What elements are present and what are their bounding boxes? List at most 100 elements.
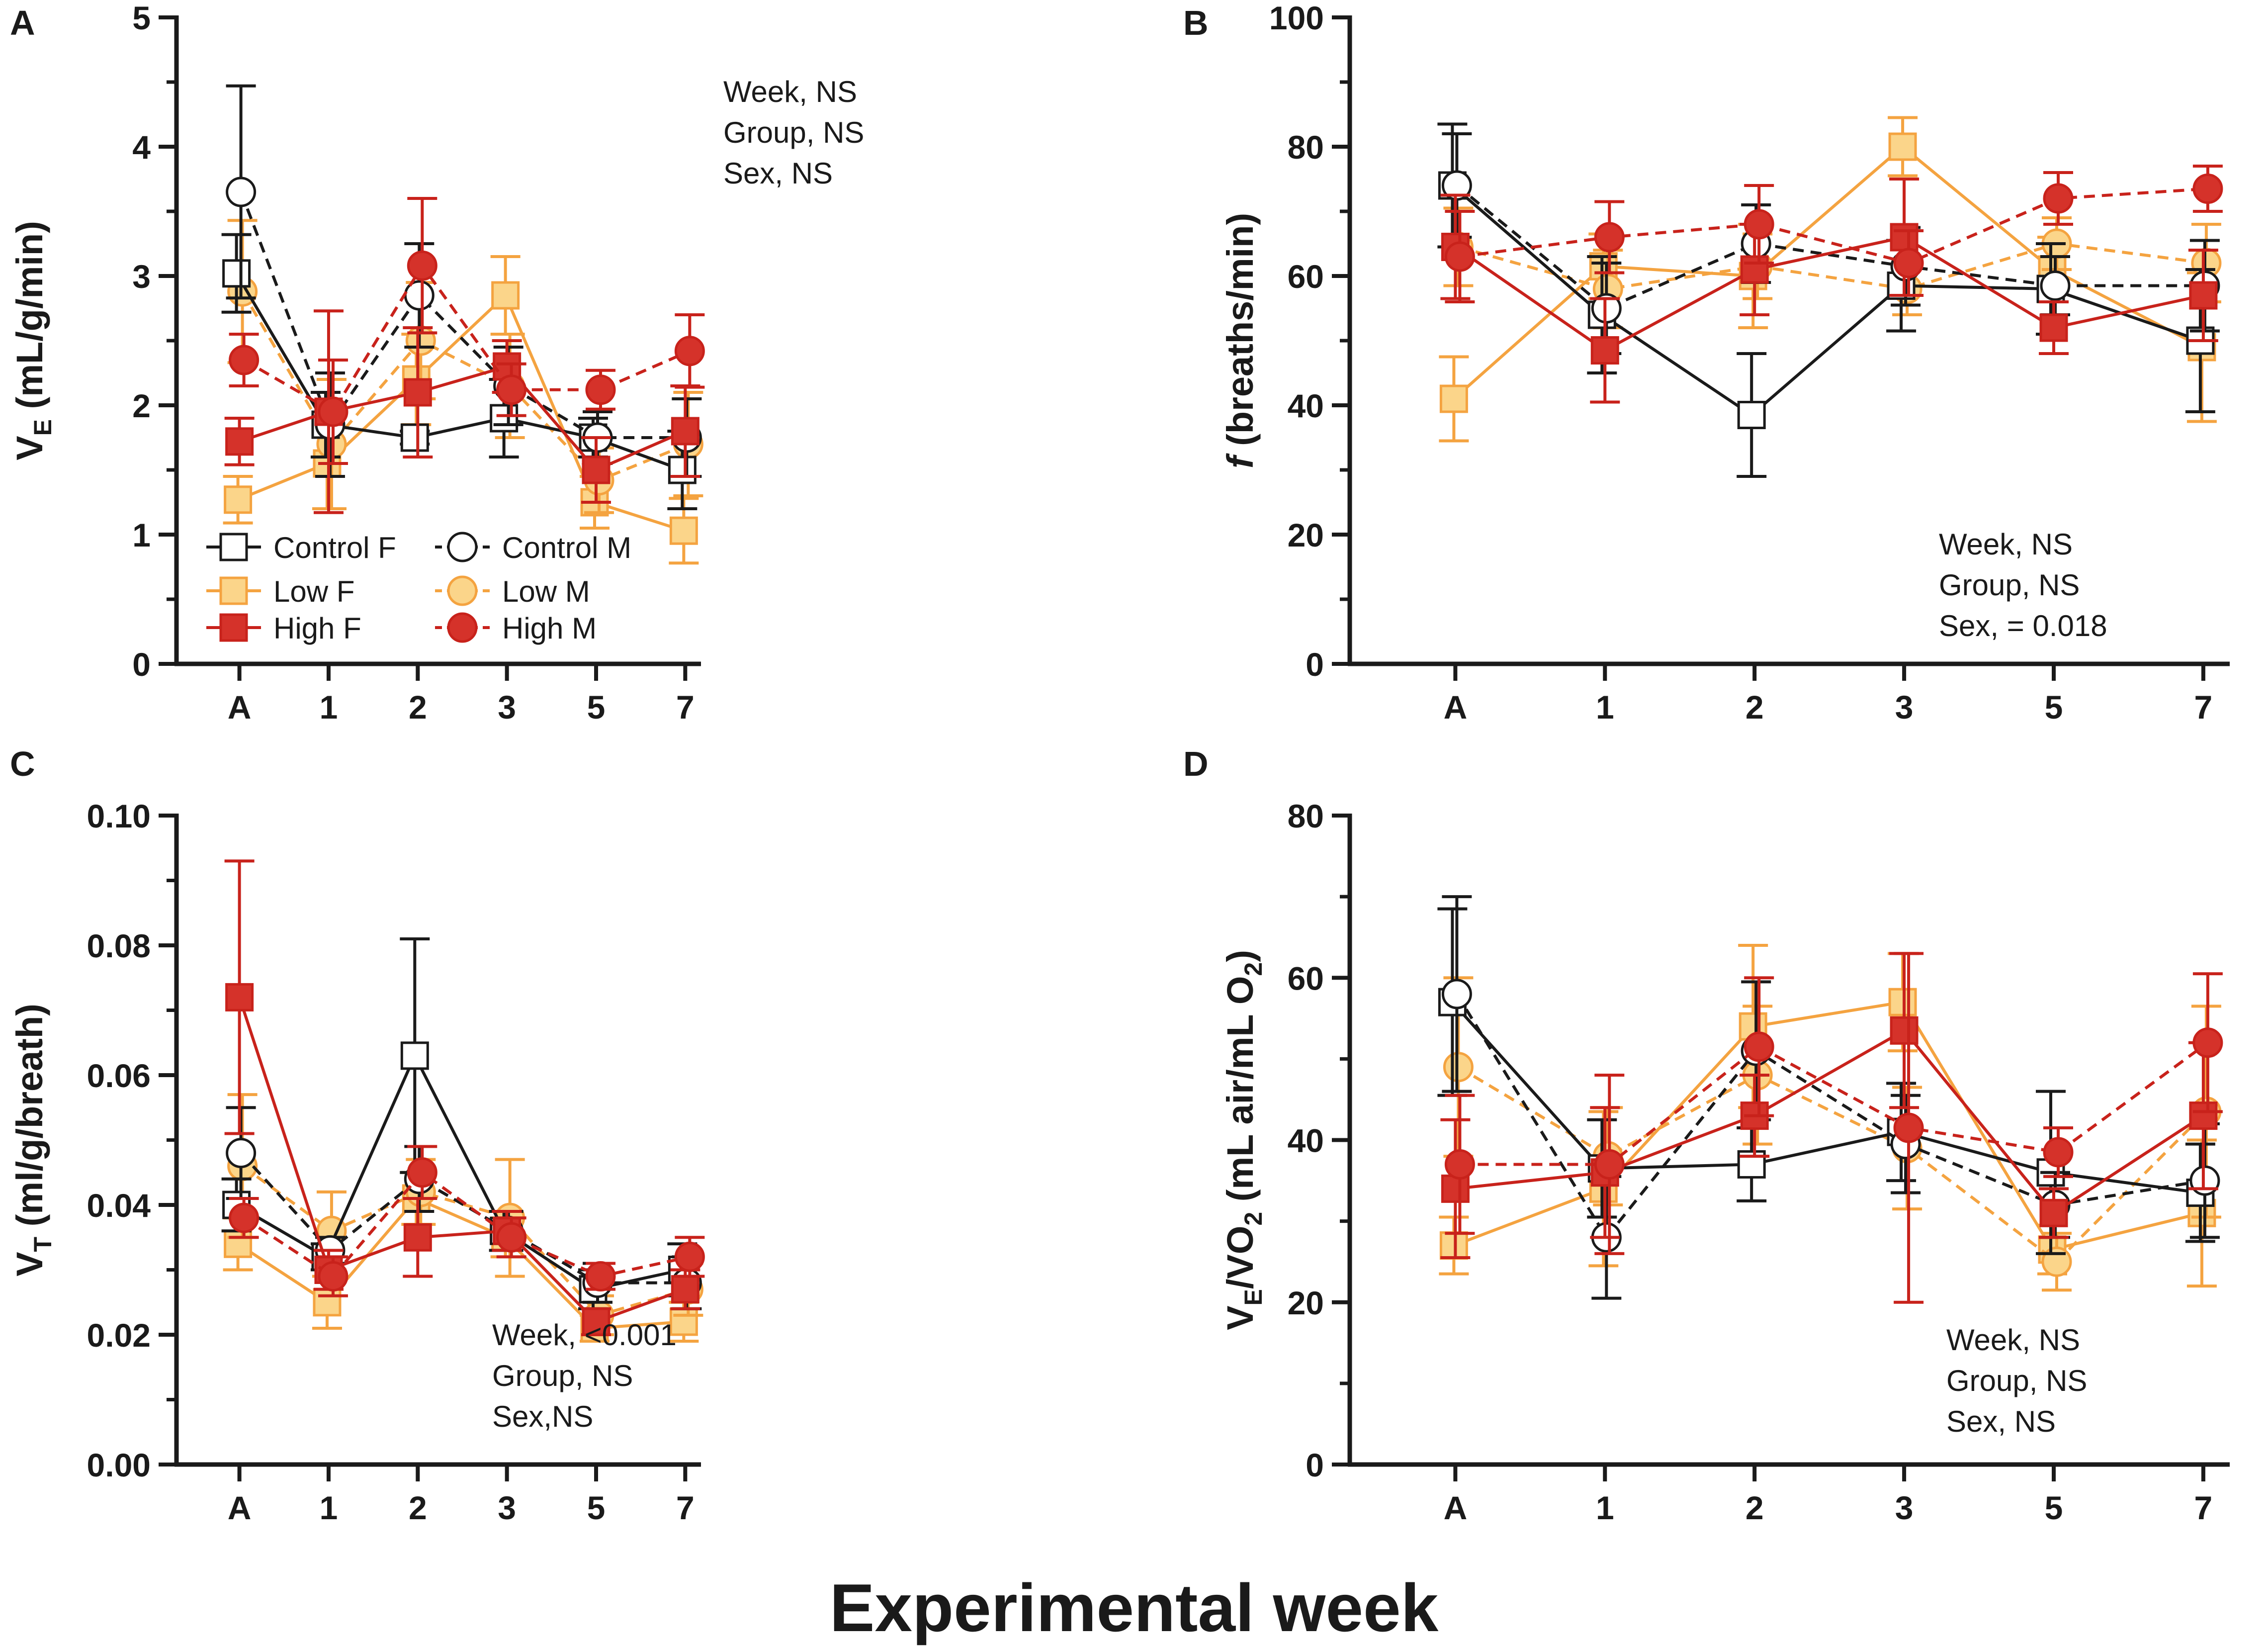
panel-letter: B bbox=[1183, 3, 1209, 42]
data-point bbox=[585, 374, 616, 405]
panel-letter: C bbox=[10, 744, 35, 783]
series-high-m bbox=[229, 197, 705, 465]
data-point bbox=[1444, 241, 1475, 272]
x-tick-label: 2 bbox=[1745, 689, 1764, 726]
data-point bbox=[226, 177, 257, 207]
panel-letter: A bbox=[10, 3, 35, 42]
y-tick-label: 0.04 bbox=[87, 1187, 151, 1224]
data-point bbox=[2189, 1101, 2218, 1130]
data-point bbox=[2043, 1137, 2074, 1168]
series-line bbox=[243, 263, 691, 414]
x-tick-label: 5 bbox=[2045, 1489, 2063, 1526]
y-tick-label: 5 bbox=[132, 0, 151, 36]
data-point bbox=[674, 1241, 705, 1272]
series-line bbox=[1451, 1001, 2201, 1194]
legend-label: High F bbox=[273, 612, 361, 645]
y-tick-label: 2 bbox=[132, 387, 151, 424]
stats-annotation: Week, NS bbox=[723, 75, 857, 108]
data-point bbox=[1893, 1112, 1924, 1143]
legend-label: Low F bbox=[273, 575, 354, 608]
stats-annotation: Week, NS bbox=[1946, 1323, 2080, 1357]
data-point bbox=[490, 404, 519, 433]
data-point bbox=[582, 456, 611, 484]
stats-annotation: Group, NS bbox=[1946, 1364, 2087, 1397]
series-line bbox=[239, 365, 686, 472]
data-point bbox=[671, 1275, 699, 1304]
y-tick-label: 0.10 bbox=[87, 798, 151, 834]
y-tick-label: 0.06 bbox=[87, 1057, 151, 1094]
x-tick-label: A bbox=[228, 689, 252, 726]
data-point bbox=[2192, 174, 2223, 204]
series-high-m bbox=[1444, 952, 2223, 1304]
data-point bbox=[400, 1041, 429, 1070]
series-line bbox=[243, 1170, 690, 1279]
series-line bbox=[238, 997, 686, 1324]
y-tick-label: 0.00 bbox=[87, 1447, 151, 1483]
stats-annotation: Sex,NS bbox=[492, 1400, 593, 1433]
x-tick-label: A bbox=[228, 1489, 252, 1526]
x-tick-label: 1 bbox=[1596, 689, 1614, 726]
series-line bbox=[237, 292, 685, 533]
y-tick-label: 3 bbox=[132, 258, 151, 295]
stats-annotation: Group, NS bbox=[1939, 568, 2080, 602]
series-line bbox=[1457, 1066, 2208, 1264]
x-tick-label: 5 bbox=[587, 1489, 606, 1526]
data-point bbox=[669, 516, 698, 545]
legend-item-high-f: High F bbox=[206, 612, 361, 645]
x-tick-label: 3 bbox=[498, 1489, 516, 1526]
data-point bbox=[2039, 1198, 2068, 1227]
legend-label: High M bbox=[502, 612, 597, 645]
x-tick-label: 1 bbox=[1596, 1489, 1614, 1526]
data-point bbox=[1744, 1031, 1774, 1062]
series-line bbox=[1453, 145, 2203, 400]
y-tick-label: 40 bbox=[1288, 1122, 1324, 1159]
data-point bbox=[2043, 183, 2074, 214]
y-tick-label: 20 bbox=[1288, 517, 1324, 553]
series-line bbox=[1453, 1000, 2202, 1252]
x-tick-label: 3 bbox=[498, 689, 516, 726]
stats-annotation: Sex, NS bbox=[723, 157, 833, 190]
legend-marker bbox=[447, 575, 478, 606]
series-line bbox=[1458, 242, 2207, 291]
data-point bbox=[318, 396, 349, 427]
legend-item-low-f: Low F bbox=[206, 575, 354, 608]
data-point bbox=[222, 259, 251, 288]
y-axis-label: f (breaths/min) bbox=[1220, 213, 1261, 468]
series-line bbox=[1455, 993, 2205, 1240]
legend-marker bbox=[219, 613, 248, 642]
data-point bbox=[226, 1138, 257, 1169]
data-point bbox=[1890, 1016, 1919, 1045]
data-point bbox=[1744, 209, 1774, 240]
legend-marker bbox=[447, 612, 478, 643]
y-axis-label: VE/VO2 (mL air/mL O2) bbox=[1220, 950, 1267, 1330]
data-point bbox=[404, 280, 435, 311]
x-tick-label: 3 bbox=[1895, 689, 1914, 726]
x-tick-label: 5 bbox=[587, 689, 606, 726]
panel-d: D 0 20 40 60 80 A 1 2 3 5 7 VE/VO2 (mL air/mL O2) Wee… bbox=[1183, 744, 2230, 1526]
data-point bbox=[2041, 1246, 2072, 1277]
data-point bbox=[318, 1261, 349, 1292]
stats-annotation: Sex, NS bbox=[1946, 1405, 2056, 1438]
legend-item-control-m: Control M bbox=[435, 531, 631, 564]
legend-marker bbox=[219, 533, 248, 561]
data-point bbox=[407, 1157, 437, 1188]
x-tick-label: 7 bbox=[2194, 689, 2213, 726]
legend-item-control-f: Control F bbox=[206, 531, 396, 564]
x-tick-label: 2 bbox=[409, 689, 427, 726]
data-point bbox=[403, 378, 432, 407]
legend-label: Low M bbox=[502, 575, 590, 608]
legend-item-low-m: Low M bbox=[435, 575, 590, 608]
y-tick-label: 1 bbox=[132, 517, 151, 553]
data-point bbox=[585, 1261, 616, 1292]
x-tick-label: 7 bbox=[676, 1489, 695, 1526]
x-tick-label: 1 bbox=[320, 689, 338, 726]
panel-b: B 0 20 40 60 80 100 A 1 2 3 5 7 f (breaths/min) Week, … bbox=[1183, 0, 2230, 726]
data-point bbox=[582, 1307, 611, 1336]
data-point bbox=[313, 1288, 342, 1317]
panels: A 0 1 2 3 4 5 A 1 2 3 5 7 VE (mL/g/min) Week, NS Group,… bbox=[9, 0, 2230, 1526]
data-point bbox=[1890, 223, 1919, 252]
series-line bbox=[1456, 184, 2205, 310]
x-tick-label: A bbox=[1444, 1489, 1468, 1526]
x-tick-label: A bbox=[1444, 689, 1468, 726]
series-high-m bbox=[229, 1145, 705, 1297]
